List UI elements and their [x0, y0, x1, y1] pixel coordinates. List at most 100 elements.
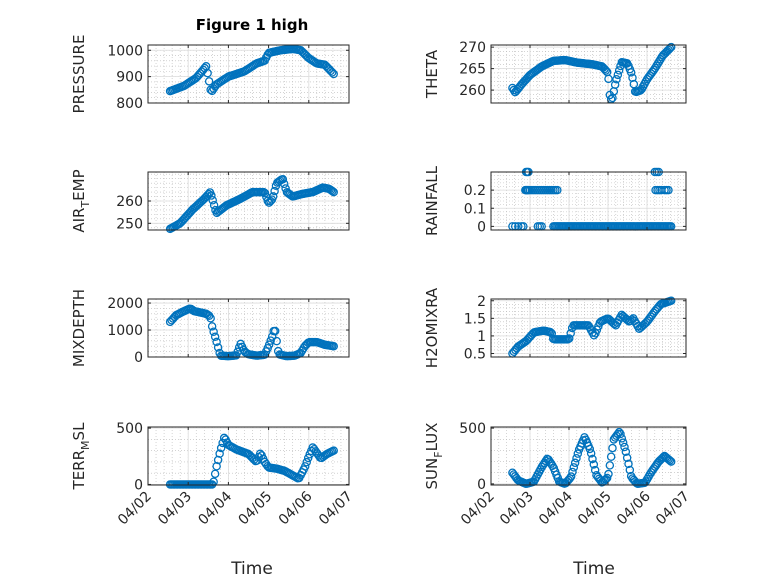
data-point: [566, 329, 575, 338]
data-point: [204, 77, 214, 86]
data-point: [610, 80, 620, 89]
subplot-h2omixra: 0.51 1.52 H2OMIXRA: [423, 287, 687, 368]
data-point: [207, 322, 217, 331]
data-point: [328, 186, 337, 196]
y-tick-label: 0.2: [464, 183, 486, 199]
data-point: [213, 343, 223, 352]
subplot-theta: 260 265 270 THETA: [423, 40, 687, 104]
x-tick-label: 04/06: [276, 488, 316, 528]
y-tick-label: 0.1: [464, 201, 486, 217]
subplot-air-temp: 250 260 AIRTEMP: [70, 169, 350, 234]
data-point: [572, 453, 581, 463]
data-point: [604, 469, 613, 479]
data-point: [586, 449, 596, 458]
y-tick-label: 800: [116, 96, 143, 112]
y-tick-label: 1000: [107, 43, 143, 59]
y-axis-label: THETA: [423, 49, 441, 99]
data-point: [210, 332, 220, 342]
data-point: [263, 196, 272, 206]
axes-box: [490, 298, 687, 358]
data-point: [664, 45, 673, 55]
subplot-terr-msl: 0 500 04/02 04/03 04/04 04/05 04/06 04/07 TERRMS…: [70, 421, 356, 528]
data-point: [616, 429, 625, 439]
y-tick-label: 260: [459, 83, 486, 99]
axes-box: [490, 44, 687, 104]
data-point: [602, 473, 612, 483]
y-axis-label: PRESSURE: [70, 35, 88, 114]
data-point: [612, 74, 621, 84]
y-tick-label: 2000: [107, 296, 143, 312]
x-tick-label: 04/02: [115, 489, 155, 529]
data-point: [278, 175, 288, 184]
x-axis-label-right: Time: [572, 559, 615, 579]
data-point: [620, 442, 629, 452]
data-point: [624, 459, 633, 469]
data-point: [215, 449, 224, 458]
data-point: [664, 185, 673, 195]
data-point: [606, 452, 616, 461]
y-tick-label: 0: [477, 477, 486, 493]
data-point: [329, 187, 338, 197]
y-tick-label: 900: [116, 70, 143, 86]
y-tick-label: 0: [134, 350, 143, 366]
data-point: [564, 334, 574, 343]
data-point: [585, 444, 595, 454]
data-point: [212, 337, 221, 347]
data-point: [329, 69, 338, 79]
subplot-sun-flux: 0 500 04/02 04/03 04/04 04/05 04/06 04/07 SUNFLU…: [423, 421, 693, 528]
y-axis-label: TERRMSL: [70, 422, 92, 491]
figure-title: Figure 1 high: [196, 16, 309, 34]
axes-box: [147, 426, 350, 486]
data-point: [613, 70, 623, 80]
axes-box: [147, 44, 350, 104]
data-point: [621, 447, 631, 456]
y-axis-label-main: AIR: [70, 208, 88, 233]
plot-area: [148, 299, 349, 357]
data-point: [658, 453, 668, 462]
y-tick-label: 1: [477, 329, 486, 345]
data-point: [666, 457, 676, 466]
x-tick-label: 04/07: [316, 489, 356, 529]
data-point: [208, 196, 217, 205]
y-axis-label: RAINFALL: [423, 165, 441, 236]
data-point: [665, 456, 675, 465]
data-point: [569, 463, 579, 472]
y-tick-label: 1000: [107, 323, 143, 339]
data-point: [626, 68, 636, 77]
data-point: [608, 443, 617, 453]
y-axis-label-subscript: T: [79, 201, 92, 209]
y-tick-label: 1.5: [464, 311, 486, 327]
data-point: [207, 191, 216, 200]
y-axis-label-rest: EMP: [70, 169, 88, 200]
subplot-rainfall: 0 0.1 0.2 RAINFALL: [423, 165, 687, 236]
x-tick-label: 04/03: [155, 489, 195, 529]
y-tick-label: 0.5: [464, 346, 486, 362]
y-tick-label: 260: [116, 194, 143, 210]
data-point: [329, 446, 338, 455]
data-point: [266, 196, 275, 206]
subplot-pressure: 800 900 1000 PRESSURE: [70, 35, 350, 114]
data-point: [270, 186, 279, 196]
data-point: [281, 184, 290, 193]
y-tick-label: 270: [459, 40, 486, 56]
data-point: [302, 457, 311, 467]
y-tick-label: 0: [134, 477, 143, 493]
x-tick-label: 04/05: [575, 489, 615, 529]
y-tick-label: 2: [477, 294, 486, 310]
data-point: [266, 336, 275, 345]
axes-box: [490, 171, 687, 231]
data-point: [300, 462, 310, 471]
plot-area: [148, 45, 349, 103]
axes-box: [490, 426, 687, 486]
y-axis-label: H2OMIXRA: [423, 287, 441, 368]
data-point: [618, 438, 628, 447]
x-tick-label: 04/07: [653, 489, 693, 529]
data-point: [329, 341, 338, 351]
axes-box: [147, 298, 350, 358]
data-point: [666, 296, 676, 306]
y-axis-label-rest: SL: [70, 422, 88, 441]
data-point: [209, 200, 219, 210]
data-point: [664, 455, 673, 464]
data-point: [270, 326, 280, 336]
